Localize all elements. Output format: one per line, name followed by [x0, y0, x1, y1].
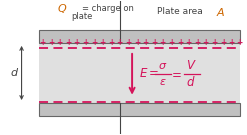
- Text: = charge on: = charge on: [82, 4, 134, 13]
- Text: +: +: [151, 38, 157, 48]
- Bar: [39, 103, 240, 116]
- Text: +: +: [48, 38, 54, 48]
- Text: +: +: [134, 38, 140, 48]
- Bar: [39, 30, 240, 43]
- Text: +: +: [236, 38, 242, 48]
- Text: +: +: [177, 38, 183, 48]
- Text: $V$: $V$: [186, 59, 196, 72]
- Text: +: +: [211, 38, 218, 48]
- Text: Plate area: Plate area: [157, 7, 202, 16]
- Bar: [39, 43, 240, 103]
- Text: +: +: [57, 38, 63, 48]
- Text: $A$: $A$: [216, 6, 225, 18]
- Text: $=$: $=$: [169, 67, 182, 80]
- Text: $Q$: $Q$: [57, 2, 67, 16]
- Text: +: +: [65, 38, 71, 48]
- Text: $d$: $d$: [186, 75, 196, 89]
- Text: +: +: [220, 38, 226, 48]
- Text: +: +: [74, 38, 80, 48]
- Text: plate: plate: [71, 12, 92, 21]
- Text: +: +: [108, 38, 114, 48]
- Text: +: +: [117, 38, 123, 48]
- Text: +: +: [91, 38, 97, 48]
- Text: +: +: [203, 38, 209, 48]
- Text: +: +: [194, 38, 200, 48]
- Text: $E=$: $E=$: [140, 67, 160, 80]
- Text: +: +: [100, 38, 106, 48]
- Text: d: d: [11, 68, 18, 78]
- Text: +: +: [143, 38, 149, 48]
- Text: +: +: [185, 38, 192, 48]
- Text: +: +: [82, 38, 89, 48]
- Text: +: +: [125, 38, 132, 48]
- Text: +: +: [228, 38, 235, 48]
- Text: +: +: [39, 38, 46, 48]
- Text: +: +: [160, 38, 166, 48]
- Text: $\varepsilon$: $\varepsilon$: [159, 77, 167, 87]
- Text: $\sigma$: $\sigma$: [158, 61, 167, 71]
- Text: +: +: [168, 38, 175, 48]
